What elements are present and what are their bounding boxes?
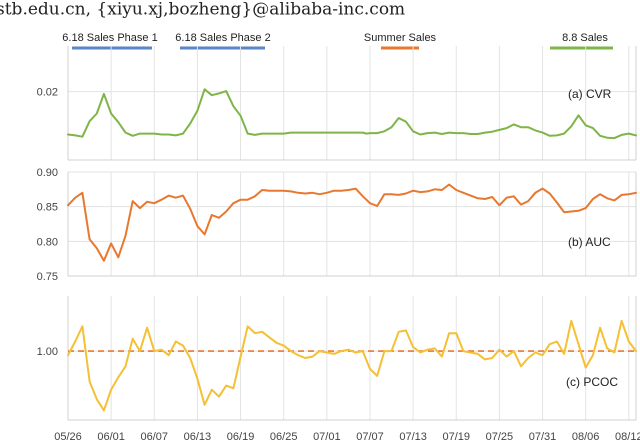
panel-label: (c) PCOC bbox=[566, 375, 618, 389]
y-tick-label: 0.80 bbox=[37, 236, 58, 248]
panel-1: 0.02 (a) CVR bbox=[37, 46, 637, 161]
x-tick-label: 08/12 bbox=[615, 431, 640, 443]
legend-label: Summer Sales bbox=[364, 32, 437, 44]
series-line bbox=[67, 88, 637, 140]
x-tick-label: 07/01 bbox=[313, 431, 341, 443]
legend-label: 6.18 Sales Phase 1 bbox=[62, 32, 157, 44]
y-tick-label: 0.90 bbox=[37, 167, 58, 179]
x-tick-label: 07/19 bbox=[442, 431, 470, 443]
panel-label: (a) CVR bbox=[568, 87, 612, 101]
panel-3: 1.00 (c) PCOC bbox=[37, 296, 637, 421]
series-line bbox=[67, 183, 637, 262]
header-text: stb.edu.cn, {xiyu.xj,bozheng}@alibaba-in… bbox=[0, 0, 405, 19]
y-tick-label: 0.75 bbox=[37, 271, 58, 283]
legend-label: 8.8 Sales bbox=[562, 32, 608, 44]
x-tick-label: 06/25 bbox=[270, 431, 298, 443]
x-tick-label: 08/06 bbox=[572, 431, 600, 443]
series-line bbox=[67, 319, 637, 412]
x-tick-label: 06/07 bbox=[141, 431, 169, 443]
x-tick-label: 07/31 bbox=[529, 431, 557, 443]
x-tick-label: 06/01 bbox=[97, 431, 125, 443]
panel-2: 0.75 0.80 0.85 0.90 (b) AUC bbox=[37, 167, 637, 283]
y-tick-label: 1.00 bbox=[37, 346, 58, 358]
x-tick-label: 07/13 bbox=[399, 431, 427, 443]
y-tick-label: 0.85 bbox=[37, 202, 58, 214]
x-tick-label: 07/07 bbox=[356, 431, 384, 443]
x-tick-label: 05/26 bbox=[54, 431, 82, 443]
x-axis: 05/26 06/01 06/07 06/13 06/19 06/25 07/01 07/07… bbox=[54, 431, 640, 443]
legend-label: 6.18 Sales Phase 2 bbox=[175, 32, 270, 44]
legend: 6.18 Sales Phase 1 6.18 Sales Phase 2 Summ… bbox=[62, 32, 613, 50]
panels: 0.02 (a) CVR 0.75 0.80 0.85 0.90 (b) AUC 1.00 (c… bbox=[37, 46, 637, 421]
x-tick-label: 06/13 bbox=[184, 431, 212, 443]
x-tick-label: 07/25 bbox=[486, 431, 514, 443]
y-tick-label: 0.02 bbox=[37, 87, 58, 99]
panel-label: (b) AUC bbox=[568, 235, 611, 249]
x-tick-label: 06/19 bbox=[227, 431, 255, 443]
